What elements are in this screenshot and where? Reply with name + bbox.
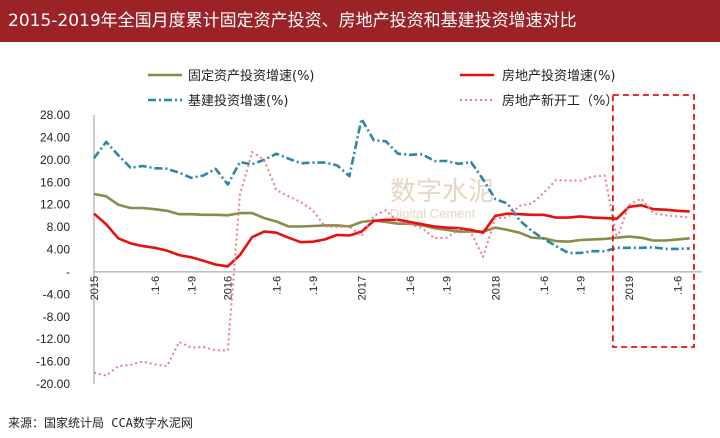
legend-label-3: 基建投资增速(%) xyxy=(188,93,289,109)
source-note: 来源：国家统计局 CCA数字水泥网 xyxy=(8,416,193,430)
x-tick-label: .1-9 xyxy=(308,276,320,295)
chart-title: 2015-2019年全国月度累计固定资产投资、房地产投资和基建投资增速对比 xyxy=(8,11,577,31)
y-tick-label: 12.00 xyxy=(40,198,70,212)
x-tick-label: .1-9 xyxy=(442,276,454,295)
series-line-1 xyxy=(93,192,690,243)
x-tick-label: 2017 xyxy=(357,276,369,300)
x-tick-label: .1-6 xyxy=(673,276,685,295)
watermark-main: 数字水泥 xyxy=(390,177,494,207)
series-layer xyxy=(92,117,690,377)
series-line-4 xyxy=(93,151,690,377)
watermark-sub: Digital Cement xyxy=(390,206,476,221)
x-tick-label: .1-9 xyxy=(575,276,587,295)
y-tick-label: -16.00 xyxy=(36,355,70,369)
series-line-2 xyxy=(93,203,690,268)
y-tick-label: -8.00 xyxy=(43,310,71,324)
y-tick-label: -20.00 xyxy=(36,377,70,391)
y-tick-label: -4.00 xyxy=(43,287,71,301)
y-tick-label: 16.00 xyxy=(40,175,70,189)
y-tick-label: 4.00 xyxy=(47,243,71,257)
axes: 28.00 24.00 20.00 16.00 12.00 8.00 4.00 - -4.00 -… xyxy=(36,108,702,391)
legend-label-1: 固定资产投资增速(%) xyxy=(188,68,315,84)
x-tick-label: .1-6 xyxy=(539,276,551,295)
y-tick-label: 28.00 xyxy=(40,108,70,122)
legend: 固定资产投资增速(%) 房地产投资增速(%) 基建投资增速(%) 房地产新开工（%） xyxy=(148,68,618,109)
y-tick-label: 20.00 xyxy=(40,153,70,167)
x-tick-label: 2018 xyxy=(490,276,502,300)
legend-label-2: 房地产投资增速(%) xyxy=(502,68,616,84)
chart-area: 数字水泥 Digital Cement 28.00 24.00 20.00 16.00… xyxy=(36,68,702,391)
watermark: 数字水泥 Digital Cement xyxy=(390,177,494,221)
y-tick-label: 8.00 xyxy=(47,220,71,234)
y-tick-label: -12.00 xyxy=(36,332,70,346)
highlight-box-layer xyxy=(611,94,695,348)
x-tick-label: 2019 xyxy=(624,276,636,300)
x-tick-label: 2015 xyxy=(89,276,101,300)
y-tick-label: 24.00 xyxy=(40,130,70,144)
title-bar: 2015-2019年全国月度累计固定资产投资、房地产投资和基建投资增速对比 xyxy=(0,0,720,42)
x-tick-label: .1-6 xyxy=(405,276,417,295)
series-line-3 xyxy=(92,117,690,255)
x-tick-label: .1-6 xyxy=(150,276,162,295)
legend-label-4: 房地产新开工（%） xyxy=(502,93,618,109)
highlight-box xyxy=(611,94,695,348)
x-tick-label: .1-9 xyxy=(186,276,198,295)
x-tick-label: .1-6 xyxy=(271,276,283,295)
y-tick-label: - xyxy=(66,265,70,279)
